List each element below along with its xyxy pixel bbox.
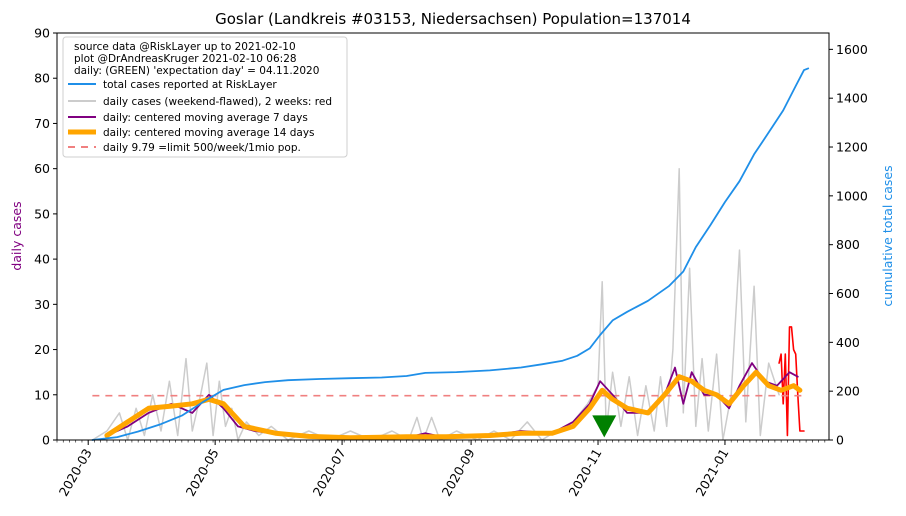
y-right-tick-label: 800	[836, 237, 860, 252]
legend-label-ma14: daily: centered moving average 14 days	[103, 127, 315, 139]
plot-frame	[56, 32, 830, 441]
x-tick-label: 2021-01	[692, 446, 731, 499]
legend: source data @RiskLayer up to 2021-02-10 …	[62, 36, 348, 158]
x-tick-label: 2020-09	[439, 446, 478, 499]
legend-box	[62, 36, 348, 158]
x-tick-label: 2020-05	[183, 446, 222, 499]
x-tick-label: 2020-03	[56, 446, 95, 499]
daily-cases-line	[91, 167, 780, 441]
y-left-tick-label: 10	[34, 387, 50, 402]
x-tick-label: 2020-11	[566, 446, 605, 499]
ma7-line	[106, 362, 799, 439]
y-left-tick-label: 40	[34, 252, 50, 267]
legend-info-line: daily: (GREEN) 'expectation day' = 04.11…	[74, 65, 319, 77]
y-axis-left-label: daily cases	[9, 201, 24, 270]
y-right-tick-label: 1600	[836, 42, 868, 57]
y-right-tick-label: 0	[836, 433, 844, 448]
legend-label-cumulative: total cases reported at RiskLayer	[103, 79, 277, 91]
x-tick-label: 2020-07	[310, 446, 349, 499]
y-axis-right-label: cumulative total cases	[880, 165, 895, 306]
legend-info-line: source data @RiskLayer up to 2021-02-10	[74, 41, 296, 53]
y-left-tick-label: 30	[34, 297, 50, 312]
y-left-tick-label: 0	[42, 433, 50, 448]
y-right-tick-label: 600	[836, 286, 860, 301]
cumulative-line	[91, 67, 810, 441]
y-left-tick-label: 90	[34, 26, 50, 41]
y-left-tick-label: 20	[34, 342, 50, 357]
y-left-tick-label: 70	[34, 116, 50, 131]
y-right-tick-label: 200	[836, 384, 860, 399]
y-left-tick-label: 50	[34, 206, 50, 221]
daily-cases-recent-line	[778, 326, 805, 437]
ma14-line	[104, 369, 803, 441]
y-right-tick-label: 1400	[836, 91, 868, 106]
y-left-tick-label: 80	[34, 71, 50, 86]
chart-title: Goslar (Landkreis #03153, Niedersachsen)…	[215, 10, 691, 28]
legend-label-daily: daily cases (weekend-flawed), 2 weeks: r…	[103, 96, 332, 108]
y-right-tick-label: 1000	[836, 188, 868, 203]
y-left-tick-label: 60	[34, 161, 50, 176]
y-right-tick-label: 400	[836, 335, 860, 350]
y-right-tick-label: 1200	[836, 140, 868, 155]
legend-info-line: plot @DrAndreasKruger 2021-02-10 06:28	[74, 53, 297, 65]
legend-label-ma7: daily: centered moving average 7 days	[103, 112, 308, 124]
expectation-day-marker	[592, 415, 617, 438]
legend-label-limit: daily 9.79 =limit 500/week/1mio pop.	[103, 142, 301, 154]
